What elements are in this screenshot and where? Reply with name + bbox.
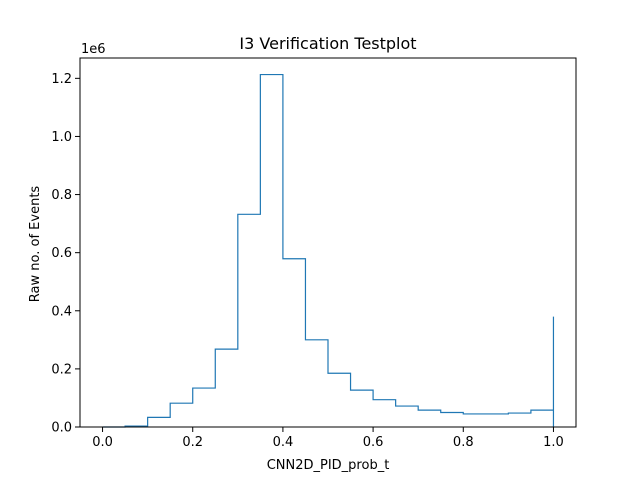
plot-frame [79, 57, 577, 428]
x-tick-label: 1.0 [543, 435, 564, 450]
y-tick-label: 0.4 [51, 304, 72, 319]
y-tick-label: 1.0 [51, 130, 72, 145]
y-tick-label: 0.0 [51, 421, 72, 436]
y-tick-label: 1.2 [51, 72, 72, 87]
y-multiplier-label: 1e6 [81, 42, 106, 57]
y-axis: 0.0 0.2 0.4 0.6 0.8 1.0 1.2 [51, 72, 80, 436]
plot-area [102, 73, 555, 428]
y-tick-label: 0.8 [51, 188, 72, 203]
chart-title: I3 Verification Testplot [239, 34, 416, 53]
x-tick-label: 0.8 [453, 435, 474, 450]
x-tick-label: 0.4 [273, 435, 294, 450]
y-axis-label: Raw no. of Events [28, 186, 43, 303]
x-axis: 0.0 0.2 0.4 0.6 0.8 1.0 [92, 427, 564, 450]
x-tick-label: 0.2 [182, 435, 203, 450]
x-tick-label: 0.0 [92, 435, 113, 450]
x-tick-label: 0.6 [363, 435, 384, 450]
x-axis-label: CNN2D_PID_prob_t [267, 458, 390, 473]
y-tick-label: 0.2 [51, 362, 72, 377]
y-tick-label: 0.6 [51, 246, 72, 261]
histogram-step-line [102, 73, 555, 428]
